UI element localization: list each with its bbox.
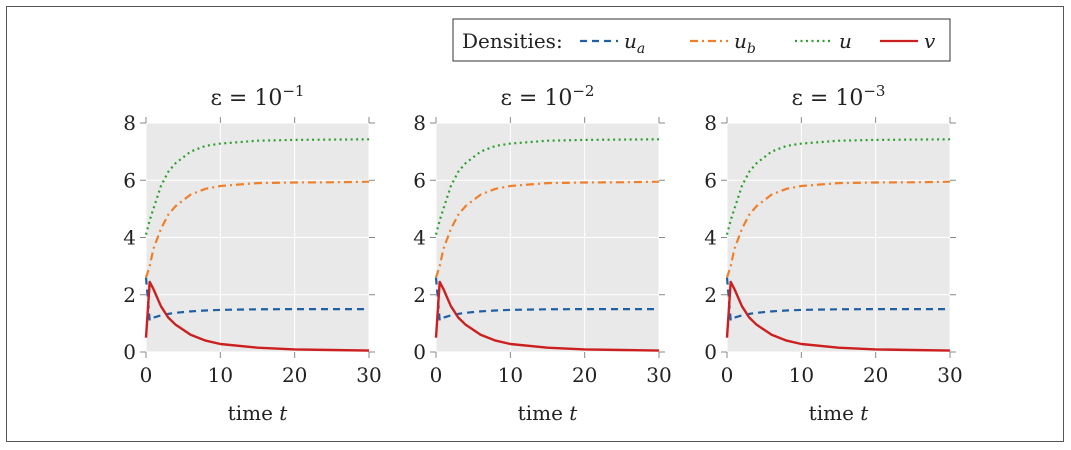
x-axis-label: time t <box>228 401 289 425</box>
series-line-u-b <box>725 180 951 278</box>
series-line-v <box>144 280 370 352</box>
y-tick-label-1: 2 <box>413 283 426 307</box>
series-line-v <box>725 280 951 352</box>
x-axis-label-text: time <box>518 401 570 425</box>
panel-3: 0 2 4 6 8 0 10 20 30 ε = 10−3 time t <box>704 82 962 425</box>
x-tick-label-1: 10 <box>498 363 523 387</box>
x-tick-label-0: 0 <box>721 363 734 387</box>
x-axis-label-text: time <box>228 401 280 425</box>
panel-title-exponent: −1 <box>282 82 304 100</box>
x-tick-label-2: 20 <box>282 363 307 387</box>
x-axis-label: time t <box>809 401 870 425</box>
x-tick-label-3: 30 <box>937 363 962 387</box>
x-tick-label-1: 10 <box>789 363 814 387</box>
y-tick-label-0: 0 <box>704 340 717 364</box>
x-tick-label-0: 0 <box>140 363 153 387</box>
legend-title: Densities: <box>462 29 563 53</box>
y-tick-label-2: 4 <box>123 226 136 250</box>
series-line-u-a <box>434 277 659 322</box>
y-tick-label-0: 0 <box>413 340 426 364</box>
y-tick-label-1: 2 <box>123 283 136 307</box>
y-tick-label-1: 2 <box>704 283 717 307</box>
legend-label-sub-1: b <box>747 41 756 57</box>
y-tick-label-4: 8 <box>123 111 136 135</box>
x-tick-label-1: 10 <box>208 363 233 387</box>
panel-title-base: ε = 10 <box>792 86 864 111</box>
x-axis-label-text: time <box>809 401 861 425</box>
legend-label-2: u <box>839 29 852 53</box>
x-axis-label-var: t <box>279 401 288 425</box>
x-tick-label-0: 0 <box>430 363 443 387</box>
legend-label-sub-0: a <box>637 41 645 57</box>
panel-title-base: ε = 10 <box>211 86 283 111</box>
legend-label-3: v <box>924 29 936 53</box>
series-line-u-a <box>725 277 950 322</box>
x-tick-label-2: 20 <box>863 363 888 387</box>
series-line-u-a <box>144 277 369 322</box>
panel-title: ε = 10−3 <box>792 82 886 111</box>
series-line-u-b <box>434 180 660 278</box>
y-tick-label-2: 4 <box>704 226 717 250</box>
x-tick-label-2: 20 <box>572 363 597 387</box>
y-tick-label-2: 4 <box>413 226 426 250</box>
y-tick-label-3: 6 <box>413 168 426 192</box>
x-axis-label-var: t <box>569 401 578 425</box>
series-line-u-b <box>144 180 370 278</box>
y-tick-label-4: 8 <box>413 111 426 135</box>
legend: Densities: ua ub u v <box>452 18 951 62</box>
panel-title-base: ε = 10 <box>501 86 573 111</box>
panel-title: ε = 10−1 <box>211 82 305 111</box>
panel-2: 0 2 4 6 8 0 10 20 30 ε = 10−2 time t <box>413 82 671 425</box>
x-axis-label: time t <box>518 401 579 425</box>
panel-title: ε = 10−2 <box>501 82 595 111</box>
panel-title-exponent: −2 <box>572 82 594 100</box>
series-line-v <box>434 280 660 352</box>
x-axis-label-var: t <box>860 401 869 425</box>
x-tick-label-3: 30 <box>646 363 671 387</box>
figure-frame <box>6 6 1064 442</box>
y-tick-label-0: 0 <box>123 340 136 364</box>
panel-title-exponent: −3 <box>863 82 885 100</box>
x-tick-label-3: 30 <box>356 363 381 387</box>
y-tick-label-3: 6 <box>123 168 136 192</box>
panel-1: 0 2 4 6 8 0 10 20 30 ε = 10−1 time t <box>123 82 381 425</box>
legend-box <box>452 18 951 62</box>
y-tick-label-4: 8 <box>704 111 717 135</box>
y-tick-label-3: 6 <box>704 168 717 192</box>
